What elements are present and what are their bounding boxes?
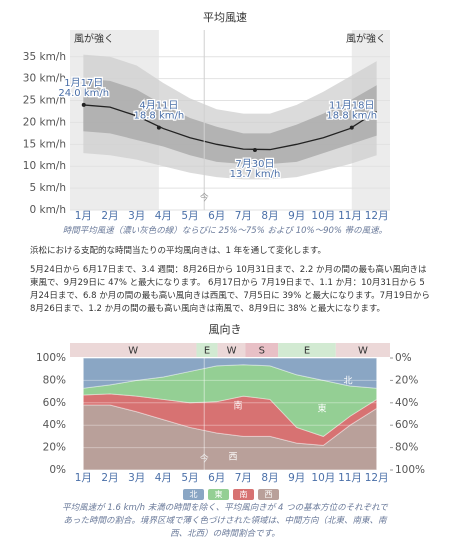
area-label: 南 [233,400,242,412]
dominant-segment [196,343,218,357]
dominant-segment [335,343,390,357]
annotation-date: 1月17日 [64,77,103,89]
y-tick-label: 80% [43,374,66,386]
annotation-dot [156,125,161,130]
y-tick-label: 15 km/h [23,138,66,150]
dominant-segment [70,343,197,357]
now-label: 今 [200,453,209,465]
windy-label: 風が強く [74,32,114,45]
x-tick-label: 4月 [155,472,172,484]
dominant-label: E [204,346,210,357]
annotation-value: 24.0 km/h [58,88,109,99]
y-tick-label: 100% [36,352,66,364]
annotation-dot [252,148,257,153]
x-tick-label: 2月 [101,472,118,484]
y-tick-label: 20% [43,442,66,454]
x-tick-label: 6月 [208,472,225,484]
y-tick-label: 0 km/h [29,204,66,216]
x-tick-label: 1月 [75,472,92,484]
y-tick-label: 35 km/h [23,51,66,63]
x-tick-label: 3月 [128,472,145,484]
y-tick-label: 5 km/h [29,182,66,194]
x-tick-label: 9月 [288,472,305,484]
y-tick-label: 40% [43,419,66,431]
y2-tick-label: 40% [395,397,418,409]
annotation-date: 7月30日 [235,158,274,170]
x-tick-label: 11月 [338,472,362,484]
x-tick-label: 6月 [208,210,225,222]
caption: 平均風速が 1.6 km/h 未満の時間を除く、平均風向きが 4 つの基本方位の… [62,503,388,539]
annotation-value: 13.7 km/h [230,169,281,180]
annotation-value: 18.8 km/h [134,111,185,122]
dominant-label: W [358,346,368,357]
dominant-label: E [304,346,310,357]
windy-label: 風が強く [346,32,386,45]
legend-swatch [233,489,254,500]
chart-title: 平均風速 [203,11,247,24]
y2-tick-label: 60% [395,419,418,431]
x-tick-label: 8月 [261,472,278,484]
y-tick-label: 0% [49,464,66,476]
legend-label: 東 [215,489,223,499]
y-tick-label: 60% [43,397,66,409]
legend-swatch [258,489,279,500]
annotation-dot [349,125,354,130]
x-tick-label: 10月 [311,472,335,484]
paragraph: 5月24日から 6月17日まで、3.4 週間：8月26日から 10月31日まで、… [30,265,430,314]
x-tick-label: 2月 [101,210,118,222]
legend-label: 北 [190,490,198,499]
x-tick-label: 5月 [181,472,198,484]
dominant-segment [217,343,246,357]
area-label: 西 [228,452,237,463]
x-tick-label: 1月 [75,210,92,222]
x-tick-label: 12月 [365,472,389,484]
area-label: 東 [317,403,326,415]
y2-tick-label: 80% [395,442,418,454]
chart-title: 風向き [209,322,242,336]
y-tick-label: 30 km/h [23,73,66,85]
caption: 時間平均風速（濃い灰色の線）ならびに 25%～75% および 10%～90% 帯… [62,226,388,236]
annotation-date: 11月18日 [329,100,374,112]
annotation-date: 4月11日 [139,100,178,112]
dominant-segment [245,343,279,357]
x-tick-label: 11月 [338,210,362,222]
dominant-label: S [259,346,265,357]
y-tick-label: 20 km/h [23,116,66,128]
mean-line [83,104,378,151]
x-tick-label: 7月 [235,210,252,222]
y2-tick-label: 100% [395,464,425,476]
x-tick-label: 10月 [311,210,335,222]
y-tick-label: 10 km/h [23,160,66,172]
x-tick-label: 12月 [365,210,389,222]
direction-area [82,357,378,389]
area-label: 北 [343,376,352,387]
annotation-dot [81,102,86,107]
x-tick-label: 3月 [128,210,145,222]
y2-tick-label: 0% [395,352,412,364]
dominant-segment [278,343,336,357]
dominant-label: W [227,346,237,357]
dominant-label: W [128,346,138,357]
legend-label: 西 [265,490,273,499]
now-label: 今 [200,192,209,204]
legend-swatch [183,489,204,500]
legend-swatch [208,489,229,500]
y2-tick-label: 20% [395,374,418,386]
annotation-value: 18.8 km/h [326,111,377,122]
legend-label: 南 [240,489,248,499]
y-tick-label: 25 km/h [23,95,66,107]
x-tick-label: 9月 [288,210,305,222]
paragraph: 浜松における支配的な時間当たりの平均風向きは、1 年を通して変化します。 [30,246,327,256]
x-tick-label: 7月 [235,472,252,484]
x-tick-label: 8月 [261,210,278,222]
x-tick-label: 5月 [181,210,198,222]
x-tick-label: 4月 [155,210,172,222]
